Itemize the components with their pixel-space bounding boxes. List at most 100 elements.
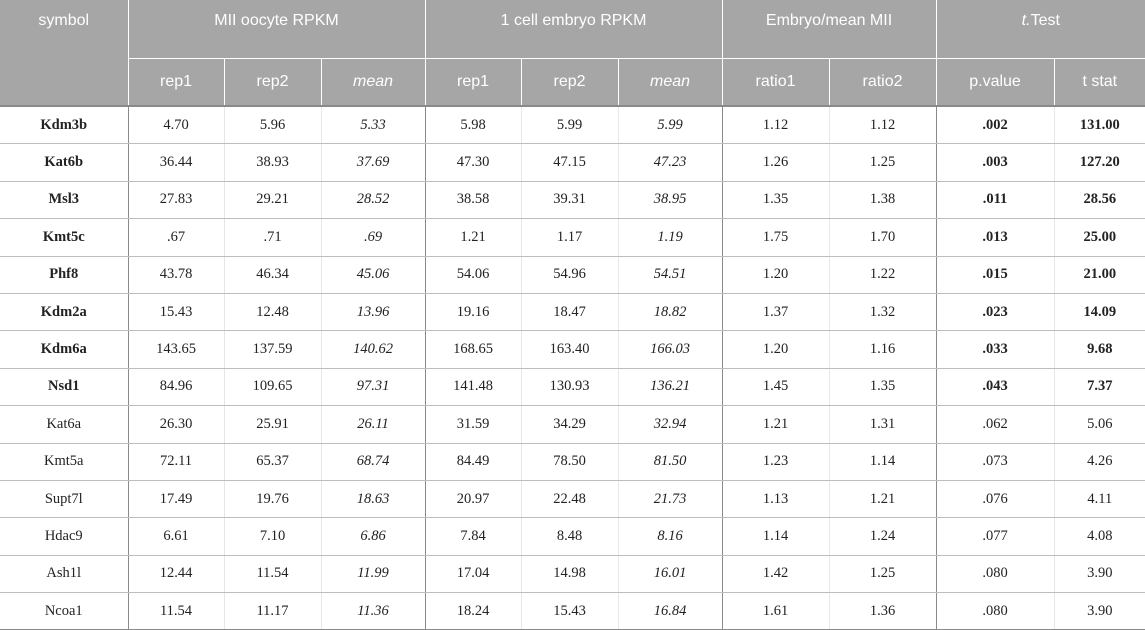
cell-pvalue: .003 [936,143,1055,182]
cell-symbol: Kdm3b [0,105,129,145]
table-row: Msl3 27.83 29.21 28.52 38.58 39.31 38.95 1.35 1.… [0,181,1145,220]
cell-emb-mean: 21.73 [618,480,723,519]
cell-emb-rep1: 141.48 [425,368,522,407]
cell-emb-mean: 16.84 [618,592,723,630]
cell-mii-rep2: 11.54 [224,555,322,594]
table-row: Kmt5a 72.11 65.37 68.74 84.49 78.50 81.50 1.23 1… [0,443,1145,481]
cell-emb-rep1: 47.30 [425,143,522,182]
cell-mii-rep1: 36.44 [128,143,225,182]
header-pvalue: p.value [936,58,1055,107]
cell-mii-rep2: 65.37 [224,443,322,481]
cell-ratio1: 1.13 [722,480,830,519]
header-mii-rep1: rep1 [128,58,225,107]
cell-emb-rep2: 18.47 [521,293,619,332]
cell-mii-rep2: 11.17 [224,592,322,630]
cell-pvalue: .013 [936,218,1055,257]
cell-ratio2: 1.25 [829,555,937,594]
header-ratio1: ratio1 [722,58,830,107]
cell-emb-rep1: 19.16 [425,293,522,332]
cell-ratio2: 1.14 [829,443,937,481]
table-row: Kat6a 26.30 25.91 26.11 31.59 34.29 32.94 1.21 1… [0,405,1145,444]
table-row: Phf8 43.78 46.34 45.06 54.06 54.96 54.51 1.20 1.… [0,256,1145,294]
table-row: Kdm6a 143.65 137.59 140.62 168.65 163.40 166.0… [0,330,1145,369]
cell-ratio1: 1.23 [722,443,830,481]
cell-mii-rep1: 27.83 [128,181,225,220]
cell-emb-rep2: 22.48 [521,480,619,519]
cell-ratio2: 1.70 [829,218,937,257]
cell-pvalue: .080 [936,555,1055,594]
table-row: Ash1l 12.44 11.54 11.99 17.04 14.98 16.01 1.42 1… [0,555,1145,594]
cell-emb-rep1: 84.49 [425,443,522,481]
cell-emb-rep1: 18.24 [425,592,522,630]
cell-ratio1: 1.21 [722,405,830,444]
cell-ratio1: 1.14 [722,517,830,556]
cell-emb-mean: 38.95 [618,181,723,220]
cell-emb-rep1: 1.21 [425,218,522,257]
cell-tstat: 131.00 [1054,105,1145,145]
cell-mii-mean: 13.96 [321,293,426,332]
cell-emb-rep1: 5.98 [425,105,522,145]
header-1-cell-embryo: 1 cell embryo RPKM [425,0,723,59]
cell-tstat: 9.68 [1054,330,1145,369]
cell-emb-mean: 81.50 [618,443,723,481]
cell-emb-rep2: 14.98 [521,555,619,594]
cell-ratio2: 1.25 [829,143,937,182]
cell-mii-rep2: 25.91 [224,405,322,444]
cell-pvalue: .033 [936,330,1055,369]
cell-pvalue: .043 [936,368,1055,407]
cell-ratio2: 1.31 [829,405,937,444]
header-mii-oocyte: MII oocyte RPKM [128,0,426,59]
cell-mii-rep1: 72.11 [128,443,225,481]
cell-mii-rep2: 5.96 [224,105,322,145]
cell-ratio2: 1.35 [829,368,937,407]
cell-tstat: 4.26 [1054,443,1145,481]
cell-ratio2: 1.22 [829,256,937,294]
cell-symbol: Kmt5c [0,218,129,257]
cell-emb-mean: 47.23 [618,143,723,182]
cell-tstat: 28.56 [1054,181,1145,220]
cell-emb-rep1: 168.65 [425,330,522,369]
header-ttest-rest: Test [1030,12,1060,29]
cell-mii-rep1: 26.30 [128,405,225,444]
cell-mii-rep1: 84.96 [128,368,225,407]
table-row: Hdac9 6.61 7.10 6.86 7.84 8.48 8.16 1.14 1.24.07… [0,517,1145,556]
cell-pvalue: .002 [936,105,1055,145]
cell-pvalue: .023 [936,293,1055,332]
cell-symbol: Kat6b [0,143,129,182]
cell-emb-rep1: 54.06 [425,256,522,294]
cell-emb-rep2: 47.15 [521,143,619,182]
cell-mii-rep1: 4.70 [128,105,225,145]
header-ttest-t: t. [1021,12,1031,29]
cell-tstat: 3.90 [1054,555,1145,594]
cell-symbol: Nsd1 [0,368,129,407]
cell-emb-rep2: 8.48 [521,517,619,556]
cell-ratio2: 1.12 [829,105,937,145]
cell-emb-rep1: 38.58 [425,181,522,220]
cell-mii-rep2: 109.65 [224,368,322,407]
cell-mii-mean: 45.06 [321,256,426,294]
cell-symbol: Phf8 [0,256,129,294]
table-body: Kdm3b 4.70 5.96 5.33 5.98 5.99 5.99 1.12 1.12.00… [0,105,1145,630]
cell-symbol: Kdm6a [0,330,129,369]
cell-mii-mean: 97.31 [321,368,426,407]
cell-ratio1: 1.20 [722,330,830,369]
table-row: Supt7l 17.49 19.76 18.63 20.97 22.48 21.73 1.13… [0,480,1145,519]
cell-mii-mean: .69 [321,218,426,257]
header-symbol: symbol [0,0,129,107]
header-embryo-mean-mii: Embryo/mean MII [722,0,937,59]
cell-emb-rep1: 7.84 [425,517,522,556]
cell-mii-rep1: 15.43 [128,293,225,332]
cell-ratio2: 1.38 [829,181,937,220]
cell-emb-rep2: 15.43 [521,592,619,630]
cell-symbol: Hdac9 [0,517,129,556]
cell-mii-rep1: 11.54 [128,592,225,630]
cell-ratio2: 1.24 [829,517,937,556]
cell-mii-mean: 6.86 [321,517,426,556]
cell-ratio1: 1.20 [722,256,830,294]
cell-ratio1: 1.42 [722,555,830,594]
cell-tstat: 25.00 [1054,218,1145,257]
cell-mii-mean: 28.52 [321,181,426,220]
cell-emb-rep1: 20.97 [425,480,522,519]
cell-symbol: Msl3 [0,181,129,220]
cell-mii-rep1: 6.61 [128,517,225,556]
